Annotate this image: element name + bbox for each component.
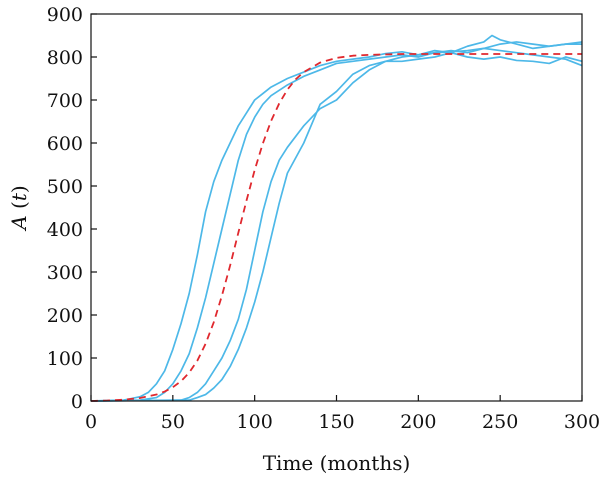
x-tick-label: 50 <box>161 411 185 433</box>
x-tick-label: 150 <box>318 411 354 433</box>
axes <box>90 13 583 402</box>
x-tick-label: 250 <box>482 411 518 433</box>
y-tick-label: 200 <box>47 305 83 327</box>
y-axis-title-name: A <box>7 215 31 231</box>
x-axis-title: Time (months) <box>263 451 411 475</box>
simulation-line-1 <box>90 49 583 402</box>
y-tick-label: 700 <box>47 90 83 112</box>
y-ticks: 0 100 200 300 400 500 600 700 800 900 <box>47 4 97 413</box>
plot-frame <box>90 13 583 402</box>
y-tick-label: 300 <box>47 262 83 284</box>
y-axis-title-var: t <box>7 192 31 201</box>
y-tick-label: 100 <box>47 348 83 370</box>
y-tick-label: 900 <box>47 4 83 26</box>
simulation-line-4 <box>90 34 583 402</box>
y-tick-label: 600 <box>47 133 83 155</box>
y-axis-title-close: ) <box>7 185 31 193</box>
x-ticks: 0 50 100 150 200 250 300 <box>85 395 600 433</box>
plot-lines <box>90 34 583 402</box>
y-tick-label: 800 <box>47 47 83 69</box>
x-tick-label: 0 <box>85 411 97 433</box>
simulation-line-3 <box>90 41 582 402</box>
y-tick-label: 500 <box>47 176 83 198</box>
y-axis-title-open: ( <box>7 201 31 215</box>
x-tick-label: 300 <box>564 411 600 433</box>
y-tick-label: 0 <box>71 391 83 413</box>
x-tick-label: 100 <box>237 411 273 433</box>
x-tick-label: 200 <box>400 411 436 433</box>
mean-curve-line <box>90 53 582 402</box>
y-tick-label: 400 <box>47 219 83 241</box>
simulation-line-2 <box>90 47 583 402</box>
y-axis-title: A (t) <box>7 185 31 231</box>
